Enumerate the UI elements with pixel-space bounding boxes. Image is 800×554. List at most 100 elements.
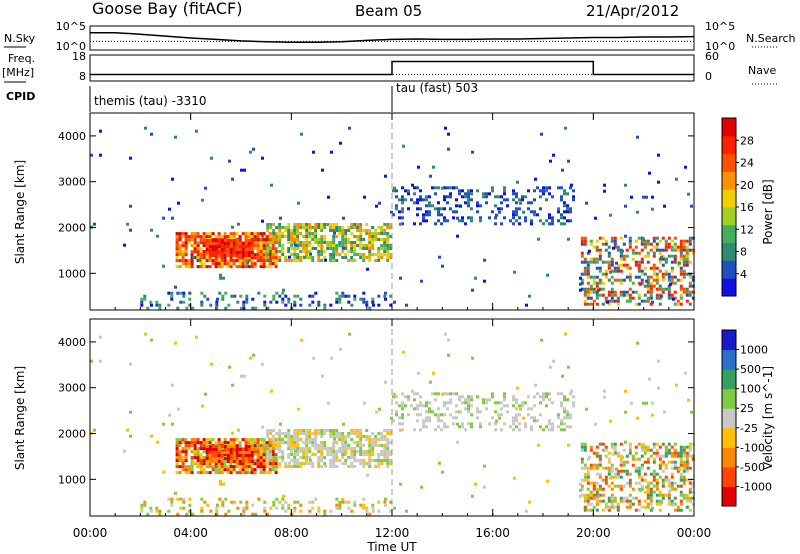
echo-cell [628,275,632,279]
echo-cell [479,410,482,414]
echo-cell [317,450,321,453]
cpid-text-1: themis (tau) -3310 [94,94,207,108]
echo-cell [459,204,462,208]
echo-cell [456,440,459,444]
echo-cell [236,300,240,304]
echo-cell [309,458,312,462]
echo-cell [193,462,197,466]
echo-cell [661,272,665,276]
echo-cell [155,300,159,304]
echo-cell [299,226,303,229]
echo-cell [235,471,239,475]
echo-cell [247,462,251,466]
echo-cell [302,226,306,229]
echo-cell [679,269,683,273]
echo-cell [389,509,393,513]
echo-cell [143,297,147,301]
echo-cell [323,238,327,241]
echo-cell [643,460,647,464]
echo-cell [658,493,662,497]
echo-cell [434,392,437,396]
echo-cell [243,168,246,172]
freq-right-tick-top: 60 [705,50,719,63]
echo-cell [253,262,257,266]
echo-cell [495,213,498,217]
echo-cell [184,238,188,242]
echo-cell [181,468,185,472]
echo-cell [670,254,674,258]
echo-cell [242,303,246,307]
echo-cell [494,216,497,220]
echo-cell [332,235,336,238]
echo-cell [628,296,632,300]
echo-cell [220,460,224,463]
echo-cell [598,442,602,446]
echo-cell [661,254,665,258]
echo-cell [443,207,446,211]
echo-cell [640,466,644,470]
echo-cell [312,452,315,456]
echo-cell [619,293,623,297]
echo-cell [583,445,587,449]
echo-cell [242,300,246,304]
echo-cell [610,442,614,446]
echo-cell [461,401,464,405]
echo-cell [592,463,596,467]
echo-cell [440,222,443,226]
echo-cell [580,445,584,449]
echo-cell [688,242,692,246]
echo-cell [625,275,629,279]
echo-cell [287,247,291,250]
echo-cell [181,235,185,239]
echo-cell [269,241,273,244]
echo-cell [438,461,441,465]
echo-cell [610,293,614,297]
echo-cell [607,263,611,267]
echo-cell [660,461,663,465]
echo-cell [542,392,545,396]
echo-cell [500,407,503,411]
echo-cell [293,465,297,468]
echo-cell [458,395,461,399]
echo-cell [327,195,330,199]
echo-cell [637,466,641,470]
echo-cell [528,500,531,504]
echo-cell [274,265,278,269]
echo-cell [262,238,266,242]
echo-cell [524,401,527,405]
echo-cell [359,441,363,444]
echo-cell [253,265,257,269]
echo-cell [631,463,635,467]
echo-cell [250,438,254,442]
echo-cell [595,290,599,294]
echo-cell [607,484,611,488]
echo-cell [299,509,303,513]
echo-cell [353,500,357,504]
echo-cell [217,251,221,254]
echo-cell [431,410,434,414]
echo-cell [506,404,509,408]
echo-cell [604,445,608,449]
echo-cell [670,239,674,243]
echo-cell [610,493,614,497]
echo-cell [419,413,422,417]
echo-cell [537,443,540,447]
echo-cell [311,465,315,468]
echo-cell [314,447,318,450]
freq-unit-label: [MHz] [2,66,34,79]
echo-cell [380,247,384,250]
echo-cell [271,241,275,245]
echo-cell [619,457,623,461]
echo-cell [341,291,345,295]
echo-cell [347,238,351,241]
echo-cell [428,401,431,405]
echo-cell [272,235,276,238]
echo-cell [679,490,683,494]
echo-cell [583,269,587,273]
echo-cell [646,481,650,485]
echo-cell [667,499,671,503]
echo-cell [467,404,470,408]
echo-cell [649,275,653,279]
echo-cell [272,259,276,262]
